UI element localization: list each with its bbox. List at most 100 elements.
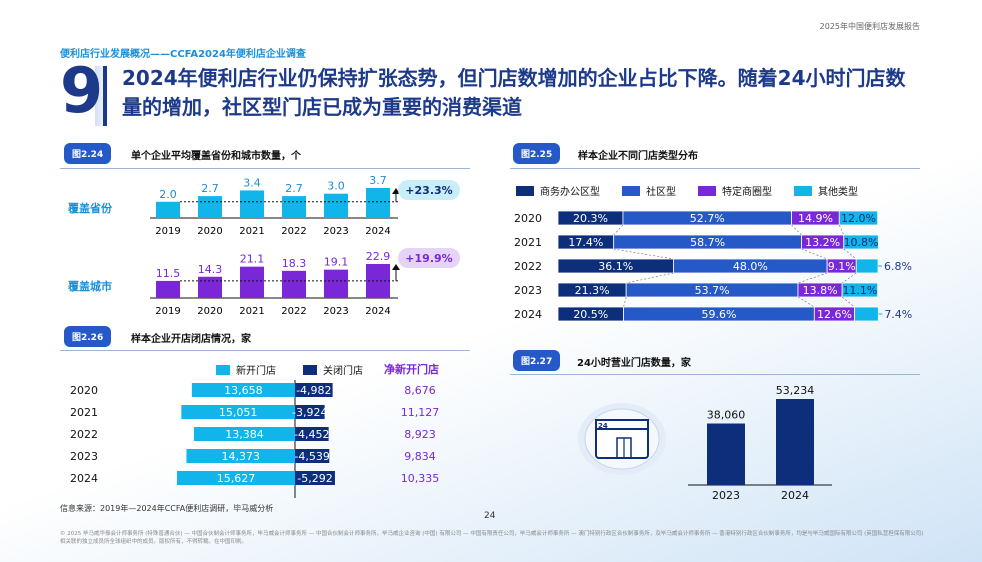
- fig227-value-label: 38,060: [707, 409, 746, 422]
- fig224-year-label: 2024: [365, 226, 390, 237]
- fig227-bar: [776, 399, 814, 485]
- fig225-connector: [613, 224, 624, 236]
- fig224-value-label: 11.5: [156, 267, 181, 280]
- fig225-segment-label: 58.7%: [690, 236, 725, 249]
- legend-office: 商务办公区型: [516, 183, 600, 198]
- fig227-year-label: 2023: [712, 489, 740, 502]
- fig225-segment-label: 10.8%: [844, 236, 879, 249]
- legend-close: 关闭门店: [303, 362, 363, 377]
- fig227-chart: 38,060 2023 53,234 2024: [688, 384, 832, 502]
- fig226-year-label: 2023: [70, 450, 98, 463]
- number-accent-bar: [103, 66, 107, 126]
- fig224-arrow-head: [392, 264, 400, 270]
- fig226-year-label: 2021: [70, 406, 98, 419]
- fig225-connector: [791, 224, 802, 236]
- fig224-year-label: 2021: [239, 226, 264, 237]
- fig225-segment-label: 11.1%: [842, 284, 877, 297]
- legend-open: 新开门店: [216, 362, 276, 377]
- legend-swatch: [216, 364, 230, 375]
- page-number: 24: [484, 511, 496, 521]
- fig225-segment-label: 13.2%: [805, 236, 840, 249]
- fig225-segment-label: 36.1%: [598, 260, 633, 273]
- fig224-bar: [198, 196, 222, 218]
- fig224-value-label: 2.0: [159, 188, 177, 201]
- fig226-open-label: 14,373: [221, 450, 260, 463]
- fig226-close-bar: [295, 427, 329, 441]
- fig225-segment-label: 52.7%: [690, 212, 725, 225]
- fig225-segment-label: 17.4%: [568, 236, 603, 249]
- fig224-tag: 图2.24: [64, 143, 112, 164]
- legend-label: 商务办公区型: [540, 187, 600, 198]
- fig224-arrow-head: [392, 188, 400, 194]
- fig225-connector: [843, 248, 857, 260]
- fig224-row-label: 覆盖城市: [68, 279, 112, 293]
- fig225-segment-label: 53.7%: [695, 284, 730, 297]
- fig225-connector: [801, 248, 828, 260]
- fig225-segment-label: 48.0%: [733, 260, 768, 273]
- fig226-title: 样本企业开店闭店情况，家: [131, 334, 251, 345]
- legal-note: © 2025 毕马威华振会计师事务所 (特殊普通合伙) — 中国合伙制会计师事务…: [60, 531, 924, 545]
- fig225-connector: [613, 248, 674, 260]
- fig226-year-label: 2024: [70, 472, 98, 485]
- fig226-year-label: 2020: [70, 384, 98, 397]
- fig226-year-label: 2022: [70, 428, 98, 441]
- legend-swatch: [303, 364, 317, 375]
- legend-label: 社区型: [646, 187, 676, 198]
- legend-label: 其他类型: [818, 187, 858, 198]
- fig224-bar: [240, 266, 264, 298]
- fig226-open-bar: [186, 449, 295, 463]
- fig224-year-label: 2022: [281, 226, 306, 237]
- fig226-close-bar: [295, 405, 325, 419]
- fig225-year-label: 2020: [514, 212, 542, 225]
- fig226-open-bar: [191, 383, 295, 397]
- fig227-year-label: 2024: [781, 489, 809, 502]
- section-title: 便利店行业发展概况——CCFA2024年便利店企业调查: [60, 49, 306, 60]
- fig226-net-label: 10,335: [401, 472, 440, 485]
- fig226-open-label: 13,658: [224, 384, 263, 397]
- fig226-tag: 图2.26: [64, 326, 112, 347]
- fig226-open-bar: [181, 405, 295, 419]
- icon-24-text: 24: [598, 422, 608, 430]
- legend-net: 净新开门店: [384, 363, 439, 376]
- store-24h-icon: 24: [578, 403, 666, 475]
- fig224-year-label: 2019: [155, 306, 180, 317]
- fig227-title: 24小时营业门店数量，家: [577, 358, 691, 369]
- fig225-year-label: 2021: [514, 236, 542, 249]
- legend-swatch: [516, 185, 534, 196]
- fig224-year-label: 2024: [365, 306, 390, 317]
- icon-store-sign: [595, 419, 649, 430]
- fig224-value-label: 19.1: [324, 256, 349, 269]
- fig224-year-label: 2019: [155, 226, 180, 237]
- fig224-growth-text: +19.9%: [405, 252, 452, 265]
- fig224-bar: [156, 280, 180, 298]
- legend-business-district: 特定商圈型: [698, 183, 772, 198]
- fig225-segment-label: 6.8%: [884, 260, 912, 273]
- fig224-bar: [324, 193, 348, 218]
- legend-community: 社区型: [622, 183, 676, 198]
- fig225-segment: [854, 306, 879, 322]
- fig226-close-bar: [295, 383, 333, 397]
- legend-other: 其他类型: [794, 183, 858, 198]
- fig224-bar: [198, 276, 222, 298]
- fig224-growth-badge: [398, 180, 460, 200]
- fig224-value-label: 18.3: [282, 257, 307, 270]
- fig225-segment-label: 13.8%: [803, 284, 838, 297]
- legend-swatch: [794, 185, 812, 196]
- fig224-growth-badge: [398, 248, 460, 268]
- fig225-connector: [797, 296, 815, 308]
- fig224-value-label: 3.7: [369, 174, 387, 187]
- fig227-value-label: 53,234: [776, 384, 815, 397]
- report-title: 2025年中国便利店发展报告: [819, 22, 920, 31]
- fig226-net-label: 11,127: [401, 406, 440, 419]
- fig225-title: 样本企业不同门店类型分布: [578, 151, 698, 162]
- fig225-divider: [510, 168, 920, 169]
- fig225-connector: [841, 296, 855, 308]
- fig224-year-label: 2020: [197, 306, 222, 317]
- fig225-segment-label: 9.1%: [828, 260, 856, 273]
- fig225-segment-label: 7.4%: [884, 308, 912, 321]
- fig226-open-label: 15,051: [219, 406, 257, 419]
- fig224-bar: [282, 270, 306, 298]
- fig226-divider: [60, 350, 470, 351]
- fig226-close-bar: [295, 471, 335, 485]
- fig225-segment-label: 20.5%: [573, 308, 608, 321]
